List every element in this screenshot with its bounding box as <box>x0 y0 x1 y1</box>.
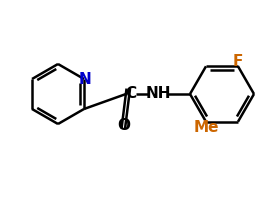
Text: Me: Me <box>193 120 219 135</box>
Text: O: O <box>117 117 131 133</box>
Text: C: C <box>126 86 136 100</box>
Text: F: F <box>233 54 243 69</box>
Text: NH: NH <box>145 86 171 100</box>
Text: N: N <box>79 71 91 87</box>
